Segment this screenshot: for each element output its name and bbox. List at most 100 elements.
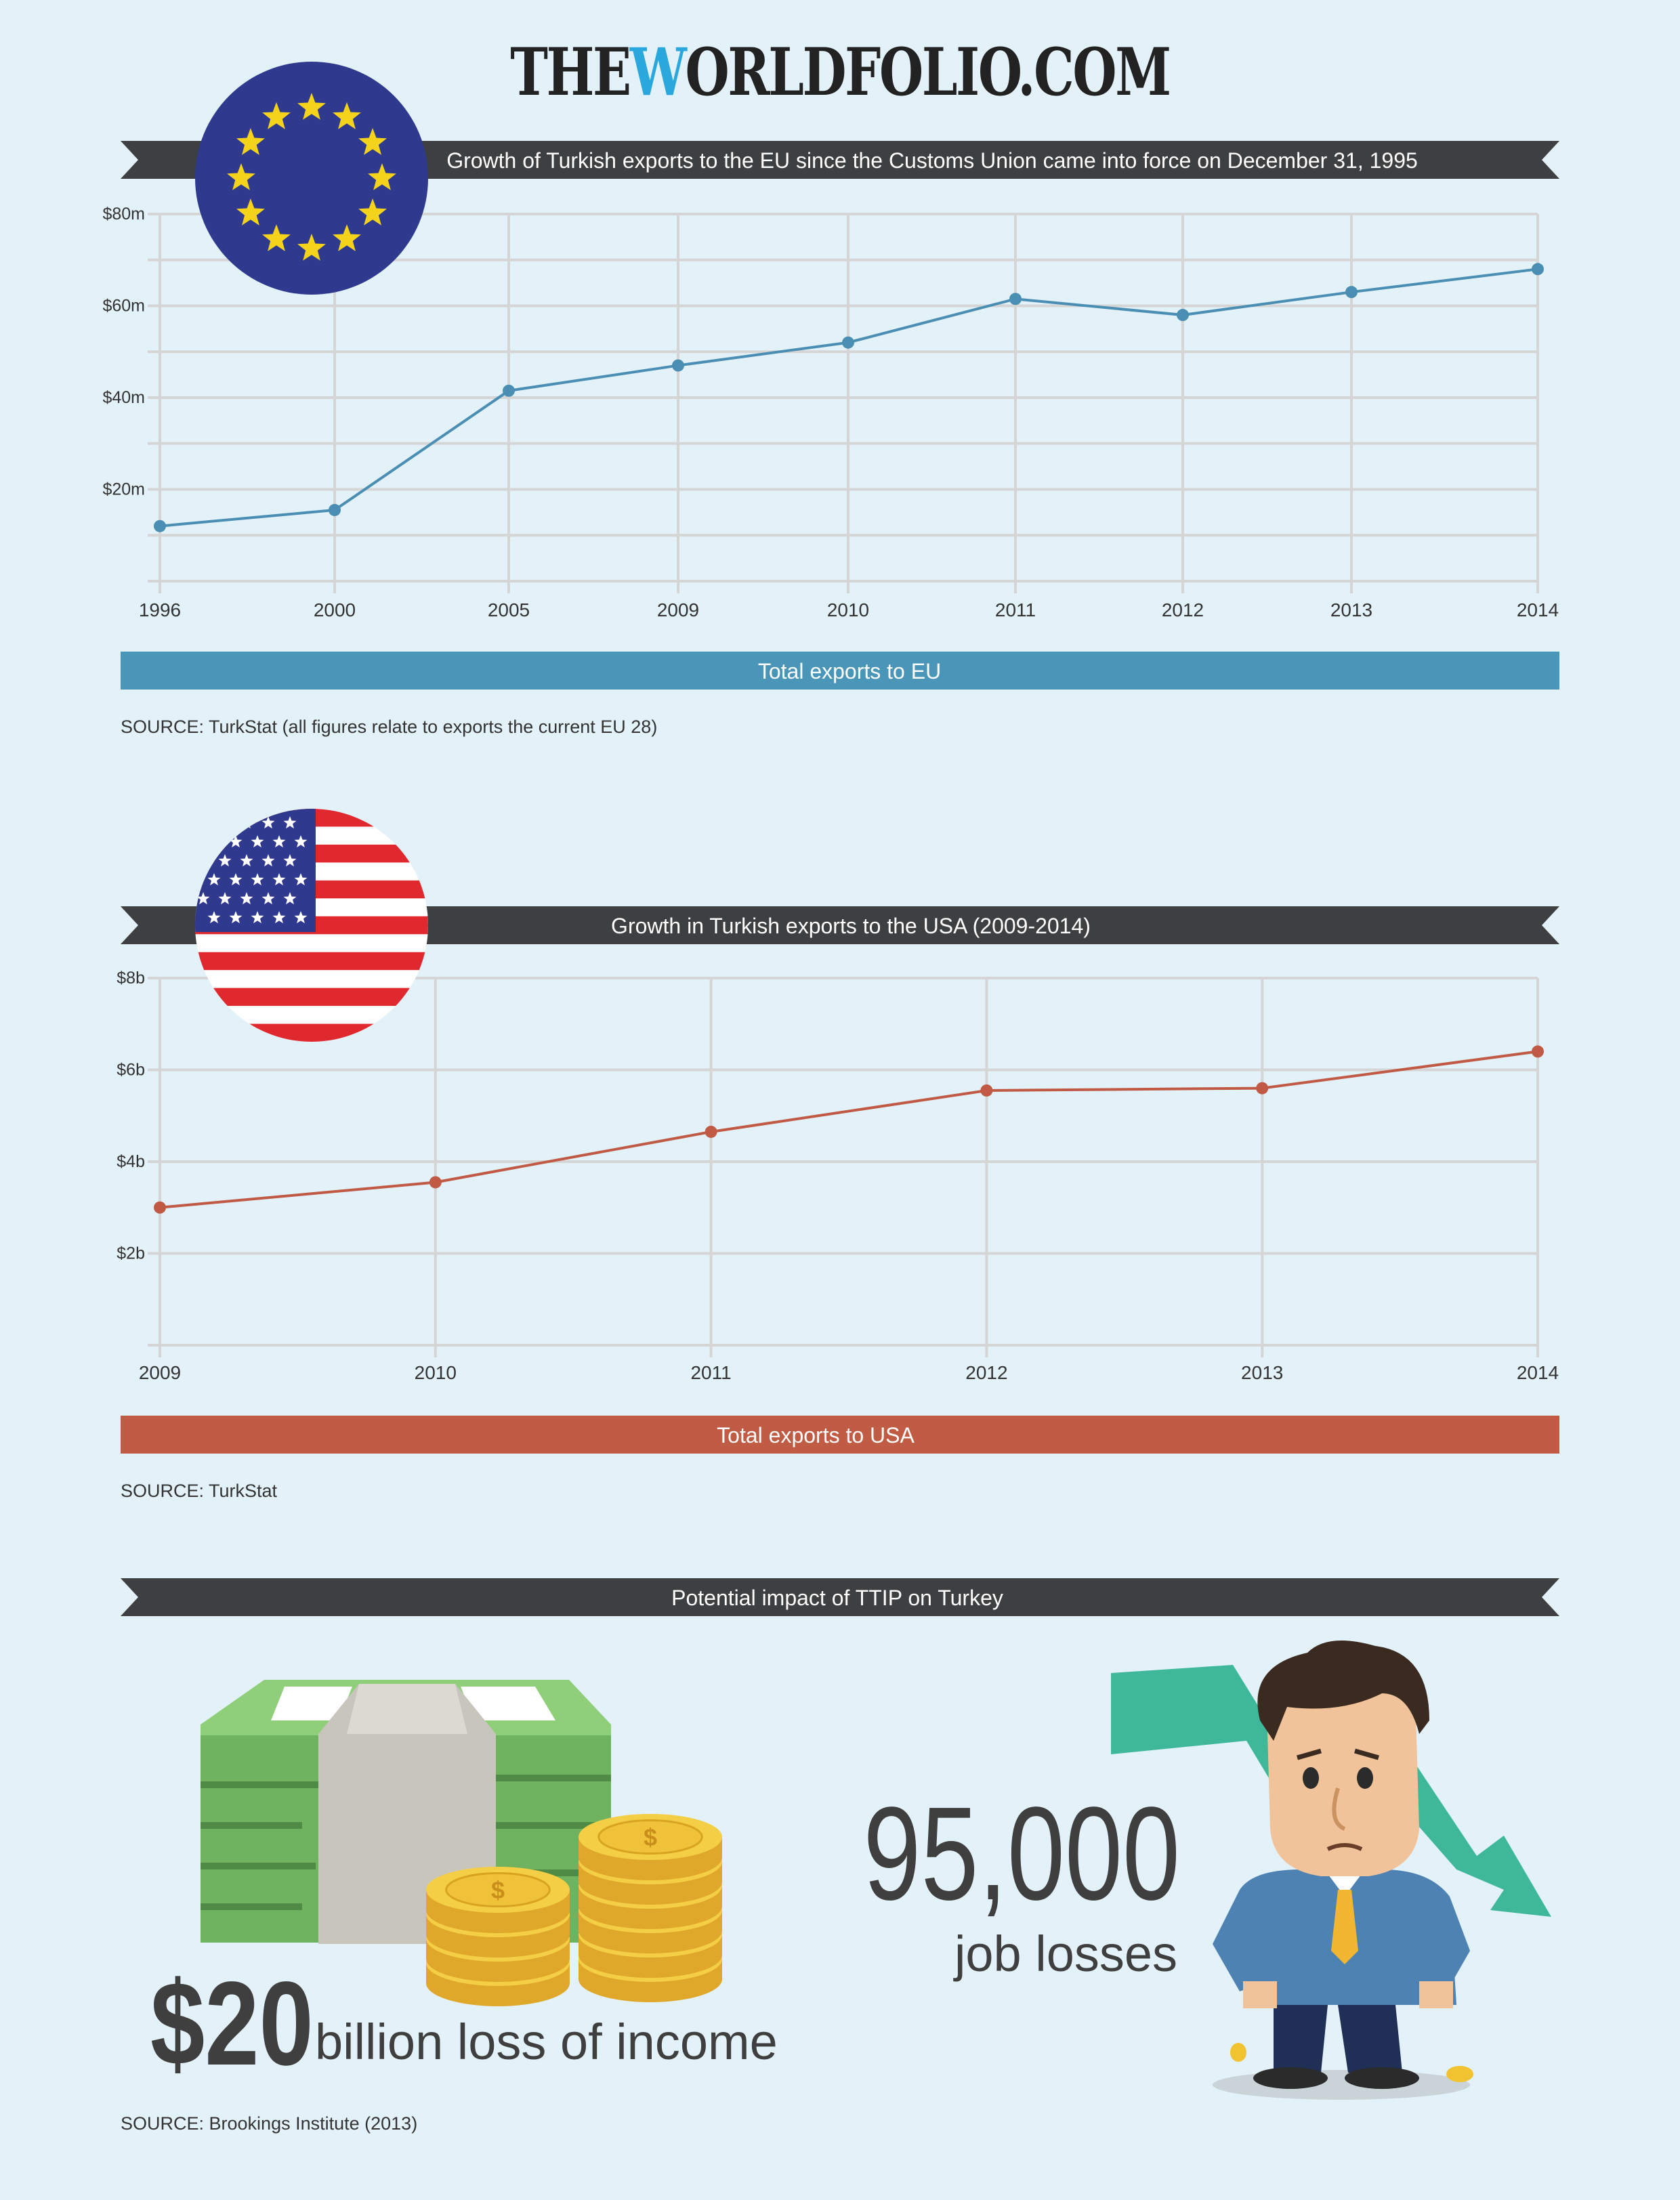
usa-star	[218, 816, 232, 829]
usa-data-point	[705, 1125, 717, 1138]
eu-star	[333, 102, 361, 129]
site-title-suffix: ORLDFOLIO.COM	[685, 34, 1171, 110]
eu-star	[262, 102, 291, 129]
usa-star	[240, 892, 253, 905]
eu-data-point	[672, 359, 684, 372]
eu-y-tick-label: $40m	[102, 388, 145, 407]
eu-line-series	[154, 263, 1544, 532]
eu-legend-bar	[121, 652, 1559, 690]
usa-star	[251, 873, 264, 886]
eu-y-tick-label: $20m	[102, 480, 145, 499]
impact-source: SOURCE: Brookings Institute (2013)	[121, 2113, 417, 2134]
eu-flag-icon	[195, 62, 428, 295]
usa-y-tick-label: $6b	[117, 1061, 145, 1080]
usa-star	[272, 835, 286, 848]
income-value: $20	[150, 1957, 314, 2090]
usa-stripe	[195, 988, 428, 1007]
usa-data-point	[1256, 1082, 1269, 1095]
eu-x-tick-label: 1996	[139, 599, 181, 620]
eu-star	[236, 128, 265, 155]
eu-star	[262, 224, 291, 251]
eu-data-point	[842, 336, 854, 349]
eu-data-point	[1345, 286, 1358, 299]
usa-chart-title: Growth in Turkish exports to the USA (20…	[611, 914, 1091, 938]
eu-star	[297, 234, 326, 261]
eu-data-point	[1532, 263, 1544, 276]
usa-legend-label: Total exports to USA	[717, 1423, 915, 1447]
usa-star	[218, 854, 232, 867]
eu-y-tick-label: $60m	[102, 297, 145, 316]
eu-x-tick-label: 2012	[1162, 599, 1204, 620]
usa-star	[229, 911, 243, 924]
eu-x-tick-label: 2000	[314, 599, 356, 620]
eu-chart-grid	[148, 213, 1539, 593]
usa-star	[196, 892, 210, 905]
usa-x-tick-label: 2011	[690, 1362, 731, 1383]
eu-x-tick-label: 2011	[995, 599, 1036, 620]
usa-x-tick-label: 2009	[139, 1362, 181, 1383]
usa-series-line	[159, 1050, 1538, 1209]
eu-chart-title: Growth of Turkish exports to the EU sinc…	[446, 148, 1418, 173]
coin-inner	[445, 1872, 551, 1907]
usa-data-point	[1532, 1045, 1544, 1058]
eu-x-axis: 1996 2000 2005 2009 2010 2011 2012 2013 2014	[139, 599, 1559, 620]
usa-star	[294, 835, 308, 848]
usa-star	[283, 892, 297, 905]
usa-star	[229, 835, 243, 848]
usa-y-tick-label: $8b	[117, 969, 145, 988]
usa-y-axis: $2b $4b $6b $8b	[117, 969, 145, 1263]
usa-star	[196, 854, 210, 867]
usa-star	[261, 854, 275, 867]
eu-data-point	[503, 384, 515, 397]
site-title: THEWORLDFOLIO.COM	[185, 34, 1495, 110]
usa-star	[196, 816, 210, 829]
usa-section: Growth in Turkish exports to the USA (20…	[117, 809, 1559, 1454]
usa-stripe	[195, 952, 428, 971]
usa-data-point	[429, 1176, 442, 1189]
usa-data-point	[980, 1084, 993, 1097]
eu-title-banner	[121, 141, 1559, 179]
usa-star	[283, 816, 297, 829]
eu-section: Growth of Turkish exports to the EU sinc…	[102, 62, 1559, 690]
eu-data-point	[1009, 293, 1022, 305]
eu-star	[368, 163, 396, 190]
usa-star	[207, 911, 221, 924]
usa-star	[240, 854, 253, 867]
site-title-accent: W	[629, 34, 687, 110]
usa-star	[261, 816, 275, 829]
usa-stripe	[195, 1023, 428, 1042]
usa-star	[251, 911, 264, 924]
impact-section: Potential impact of TTIP on Turkey $$ $2…	[121, 1578, 1559, 2134]
impact-title-banner	[121, 1578, 1559, 1616]
usa-star	[294, 873, 308, 886]
eu-x-tick-label: 2014	[1517, 599, 1559, 620]
coin-inner	[597, 1819, 703, 1855]
usa-line-series	[154, 1045, 1544, 1214]
usa-star	[272, 911, 286, 924]
eu-star	[333, 224, 361, 251]
usa-star	[272, 873, 286, 886]
usa-x-tick-label: 2014	[1517, 1362, 1559, 1383]
usa-star	[261, 892, 275, 905]
jobs-label: job losses	[953, 1926, 1177, 1982]
coins-icon: $$	[426, 1814, 722, 2006]
usa-source: SOURCE: TurkStat	[121, 1481, 278, 1501]
impact-title: Potential impact of TTIP on Turkey	[671, 1586, 1003, 1610]
usa-star	[251, 835, 264, 848]
usa-title-banner	[121, 906, 1559, 944]
site-title-prefix: THE	[510, 34, 631, 110]
usa-star	[229, 873, 243, 886]
usa-star	[294, 911, 308, 924]
usa-star	[218, 892, 232, 905]
usa-legend-bar	[121, 1416, 1559, 1454]
eu-y-tick-label: $80m	[102, 205, 145, 224]
eu-x-tick-label: 2013	[1330, 599, 1372, 620]
eu-star	[236, 198, 265, 226]
usa-y-tick-label: $4b	[117, 1152, 145, 1171]
jobs-value: 95,000	[863, 1780, 1180, 1928]
eu-data-point	[154, 520, 166, 532]
eu-star	[227, 163, 255, 190]
usa-x-axis: 2009 2010 2011 2012 2013 2014	[139, 1362, 1559, 1383]
eu-star	[297, 93, 326, 120]
